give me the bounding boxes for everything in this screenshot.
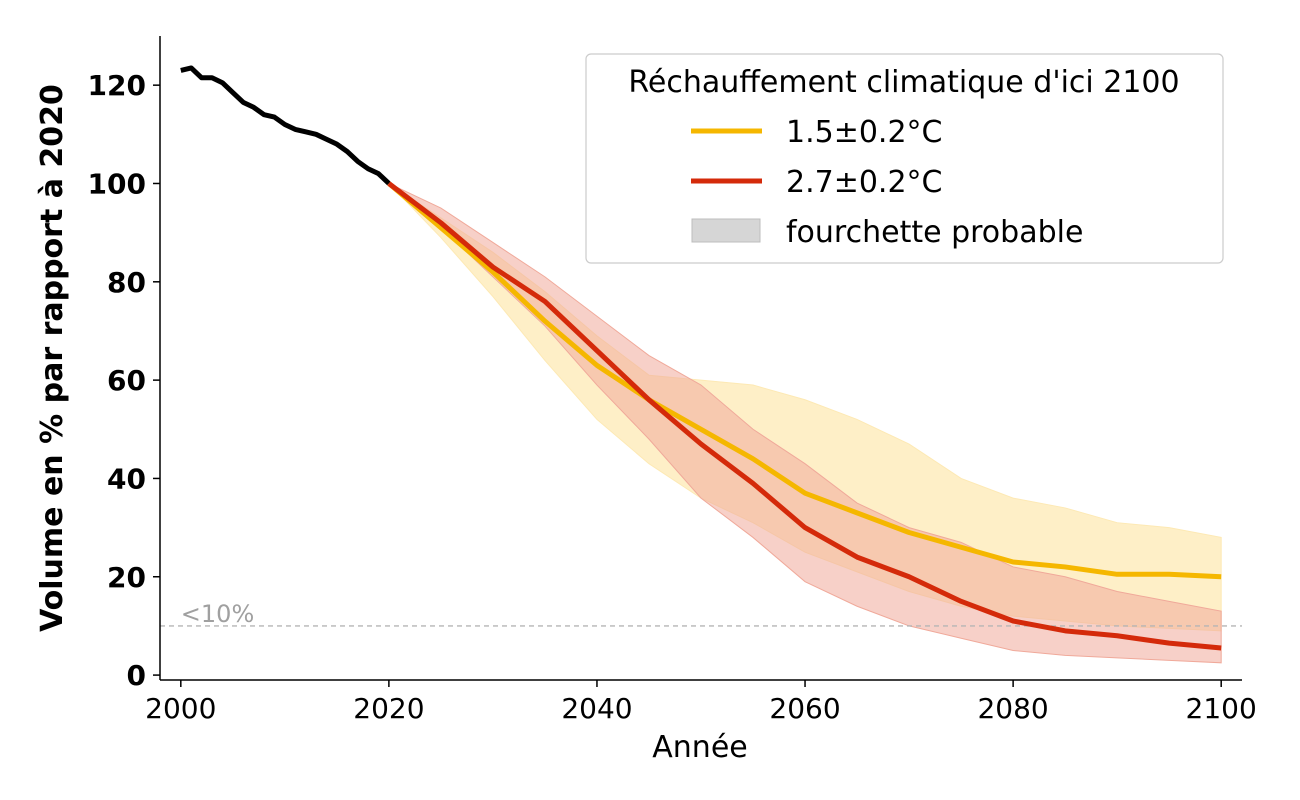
x-axis-title: Année [652, 730, 747, 765]
band-2-7-0-2-c [388, 183, 1222, 664]
x-ticks: 2000 2020 2040 2060 2080 2100 [145, 680, 1257, 725]
y-tick-label-0: 0 [127, 659, 146, 692]
range-bands [388, 183, 1222, 664]
series-line-2-7-0-2-c [387, 181, 1222, 651]
x-tick-label-2040: 2040 [561, 692, 632, 725]
legend-frame [585, 53, 1224, 264]
legend-label-2-7: 2.7±0.2°C [786, 165, 943, 200]
x-tick-label-2020: 2020 [353, 692, 424, 725]
threshold-group: <10% [160, 600, 1242, 628]
legend-swatch-range [691, 218, 761, 243]
y-tick-label-40: 40 [107, 462, 146, 495]
legend-title: Réchauffement climatique d'ici 2100 [628, 65, 1179, 100]
x-tick-label-2060: 2060 [769, 692, 840, 725]
x-tick-label-2000: 2000 [145, 692, 216, 725]
series-line-1-5-0-2-c [387, 181, 1222, 580]
x-tick-label-2100: 2100 [1186, 692, 1257, 725]
y-ticks: 0 20 40 60 80 100 120 [88, 69, 160, 692]
y-tick-label-100: 100 [88, 167, 146, 200]
x-tick-label-2080: 2080 [977, 692, 1048, 725]
legend-label-range: fourchette probable [786, 215, 1083, 250]
legend-label-1-5: 1.5±0.2°C [786, 115, 943, 150]
threshold-label: <10% [181, 600, 254, 628]
y-tick-label-20: 20 [107, 561, 146, 594]
y-axis-title: Volume en % par rapport à 2020 [35, 84, 70, 632]
y-tick-label-120: 120 [88, 69, 146, 102]
historical-line [180, 65, 391, 186]
legend: Réchauffement climatique d'ici 2100 1.5±… [585, 53, 1224, 264]
series-lines [180, 65, 1222, 651]
y-tick-label-60: 60 [107, 364, 146, 397]
y-tick-label-80: 80 [107, 266, 146, 299]
